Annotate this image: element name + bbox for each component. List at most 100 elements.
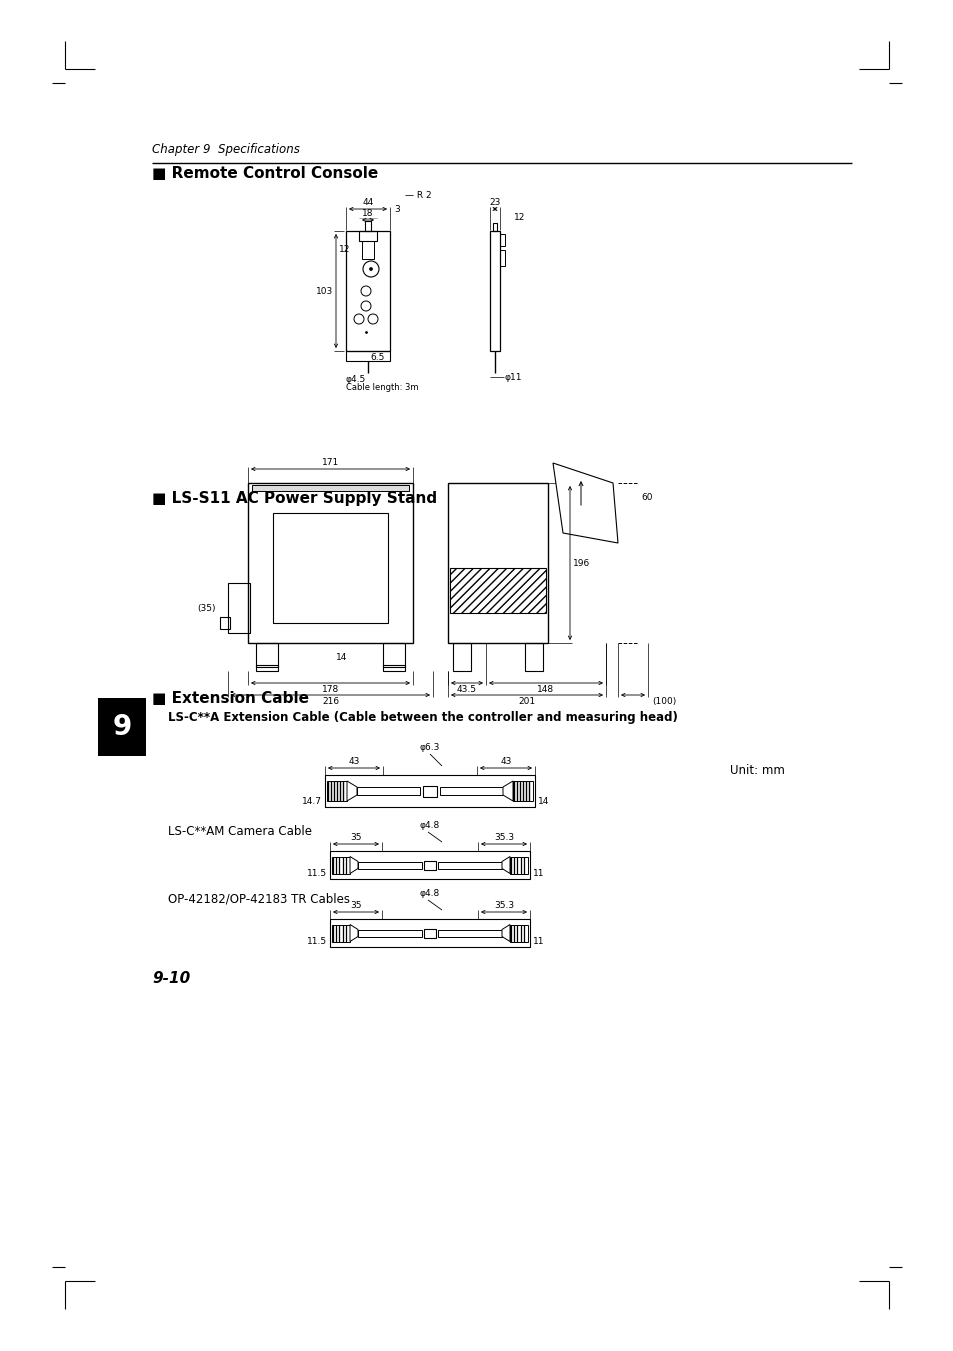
- Text: 12: 12: [338, 246, 350, 254]
- Bar: [422, 785, 436, 797]
- Text: φ4.8: φ4.8: [419, 821, 439, 830]
- Text: 11: 11: [533, 869, 544, 878]
- Bar: [248, 484, 413, 643]
- Text: 201: 201: [517, 697, 535, 707]
- Bar: [437, 862, 501, 869]
- Text: 43: 43: [348, 757, 359, 766]
- Text: φ11: φ11: [504, 373, 522, 381]
- Text: 14: 14: [537, 797, 549, 805]
- Text: 9-10: 9-10: [152, 971, 190, 986]
- Polygon shape: [350, 924, 357, 942]
- Circle shape: [368, 313, 377, 324]
- Bar: [499, 234, 504, 246]
- Text: 35.3: 35.3: [494, 834, 514, 842]
- Text: 148: 148: [537, 685, 554, 694]
- Text: 6.5: 6.5: [370, 353, 384, 362]
- Bar: [423, 928, 436, 938]
- Text: — R 2: — R 2: [405, 190, 431, 200]
- Text: ■ LS-S11 AC Power Supply Stand: ■ LS-S11 AC Power Supply Stand: [152, 490, 436, 507]
- Text: LS-C**A Extension Cable (Cable between the controller and measuring head): LS-C**A Extension Cable (Cable between t…: [168, 711, 678, 724]
- Polygon shape: [501, 924, 510, 942]
- Text: 18: 18: [362, 209, 374, 218]
- Text: (35): (35): [197, 604, 215, 612]
- Text: 35: 35: [350, 834, 361, 842]
- Bar: [255, 643, 277, 667]
- Text: 196: 196: [573, 558, 590, 567]
- Text: ■ Extension Cable: ■ Extension Cable: [152, 690, 309, 707]
- Text: ■ Remote Control Console: ■ Remote Control Console: [152, 166, 377, 181]
- Bar: [346, 231, 390, 351]
- Polygon shape: [502, 781, 513, 801]
- Bar: [382, 643, 405, 667]
- Bar: [330, 851, 530, 880]
- Bar: [499, 250, 504, 266]
- Bar: [423, 861, 436, 870]
- Bar: [361, 240, 374, 259]
- Text: 43.5: 43.5: [456, 685, 476, 694]
- Polygon shape: [501, 857, 510, 874]
- Text: 43: 43: [499, 757, 511, 766]
- Text: OP-42182/OP-42183 TR Cables: OP-42182/OP-42183 TR Cables: [168, 893, 350, 907]
- Circle shape: [360, 286, 371, 296]
- Circle shape: [369, 267, 372, 270]
- Bar: [330, 919, 530, 947]
- Text: 12: 12: [514, 212, 525, 222]
- Bar: [358, 231, 376, 240]
- Bar: [510, 924, 527, 942]
- Bar: [228, 584, 250, 634]
- Bar: [332, 857, 350, 874]
- Text: 14: 14: [335, 653, 347, 662]
- Bar: [346, 351, 390, 361]
- Bar: [332, 924, 350, 942]
- Text: Chapter 9  Specifications: Chapter 9 Specifications: [152, 143, 299, 155]
- Bar: [453, 643, 471, 671]
- Bar: [98, 698, 146, 757]
- Text: LS-C**AM Camera Cable: LS-C**AM Camera Cable: [168, 825, 312, 838]
- Bar: [510, 857, 527, 874]
- Text: φ4.8: φ4.8: [419, 889, 439, 898]
- Bar: [448, 484, 547, 643]
- Text: 44: 44: [362, 199, 374, 207]
- Bar: [439, 788, 502, 794]
- Text: 11.5: 11.5: [307, 938, 327, 946]
- Text: 9: 9: [112, 713, 132, 740]
- Text: 35: 35: [350, 901, 361, 911]
- Text: Unit: mm: Unit: mm: [729, 765, 784, 777]
- Circle shape: [354, 313, 364, 324]
- Text: 11.5: 11.5: [307, 869, 327, 878]
- Text: 11: 11: [533, 938, 544, 946]
- Text: 60: 60: [640, 493, 652, 503]
- Bar: [513, 781, 533, 801]
- Bar: [273, 513, 388, 623]
- Bar: [437, 929, 501, 936]
- Text: Cable length: 3m: Cable length: 3m: [346, 382, 418, 392]
- Polygon shape: [350, 857, 357, 874]
- Polygon shape: [347, 781, 356, 801]
- Bar: [365, 222, 371, 231]
- Bar: [490, 231, 499, 351]
- Bar: [450, 567, 545, 613]
- Circle shape: [360, 301, 371, 311]
- Bar: [325, 775, 535, 807]
- Text: 14.7: 14.7: [302, 797, 322, 805]
- Bar: [357, 862, 421, 869]
- Text: 3: 3: [394, 204, 399, 213]
- Bar: [356, 788, 419, 794]
- Text: 23: 23: [489, 199, 500, 207]
- Bar: [327, 781, 347, 801]
- Bar: [252, 485, 409, 490]
- Text: φ4.5: φ4.5: [346, 374, 366, 384]
- Text: 216: 216: [321, 697, 338, 707]
- Circle shape: [363, 261, 378, 277]
- Bar: [357, 929, 421, 936]
- Bar: [493, 223, 497, 231]
- Text: 178: 178: [321, 685, 338, 694]
- Text: 171: 171: [321, 458, 338, 467]
- Text: (100): (100): [651, 697, 676, 707]
- Text: 103: 103: [315, 286, 333, 296]
- Bar: [524, 643, 542, 671]
- Bar: [382, 665, 405, 671]
- Text: 35.3: 35.3: [494, 901, 514, 911]
- Text: φ6.3: φ6.3: [419, 743, 439, 753]
- Bar: [255, 665, 277, 671]
